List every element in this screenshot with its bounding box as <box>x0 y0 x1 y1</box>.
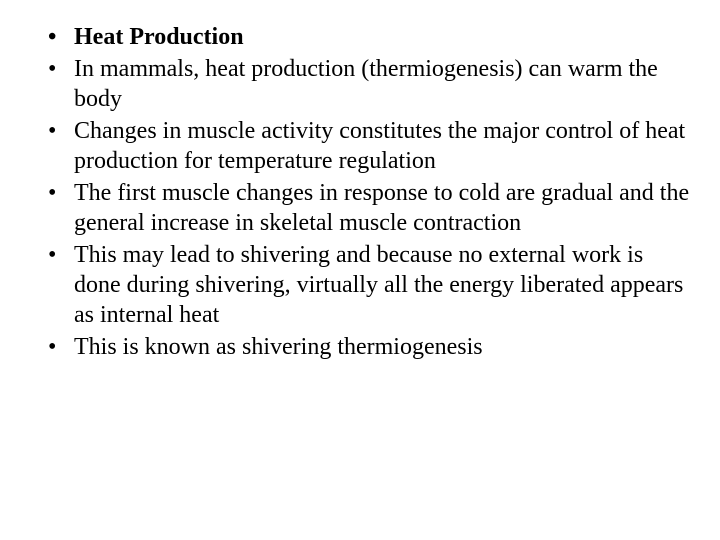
list-item: Changes in muscle activity constitutes t… <box>30 116 690 176</box>
bullet-text: In mammals, heat production (thermiogene… <box>74 56 658 112</box>
list-item: This is known as shivering thermiogenesi… <box>30 332 690 362</box>
bullet-list: Heat Production In mammals, heat product… <box>30 22 690 362</box>
list-item: The first muscle changes in response to … <box>30 178 690 238</box>
bullet-text: The first muscle changes in response to … <box>74 180 689 236</box>
list-item: Heat Production <box>30 22 690 52</box>
bullet-text: Changes in muscle activity constitutes t… <box>74 118 685 174</box>
bullet-text: This is known as shivering thermiogenesi… <box>74 334 483 360</box>
bullet-text: Heat Production <box>74 24 244 50</box>
bullet-text: This may lead to shivering and because n… <box>74 242 683 328</box>
list-item: In mammals, heat production (thermiogene… <box>30 54 690 114</box>
list-item: This may lead to shivering and because n… <box>30 240 690 330</box>
